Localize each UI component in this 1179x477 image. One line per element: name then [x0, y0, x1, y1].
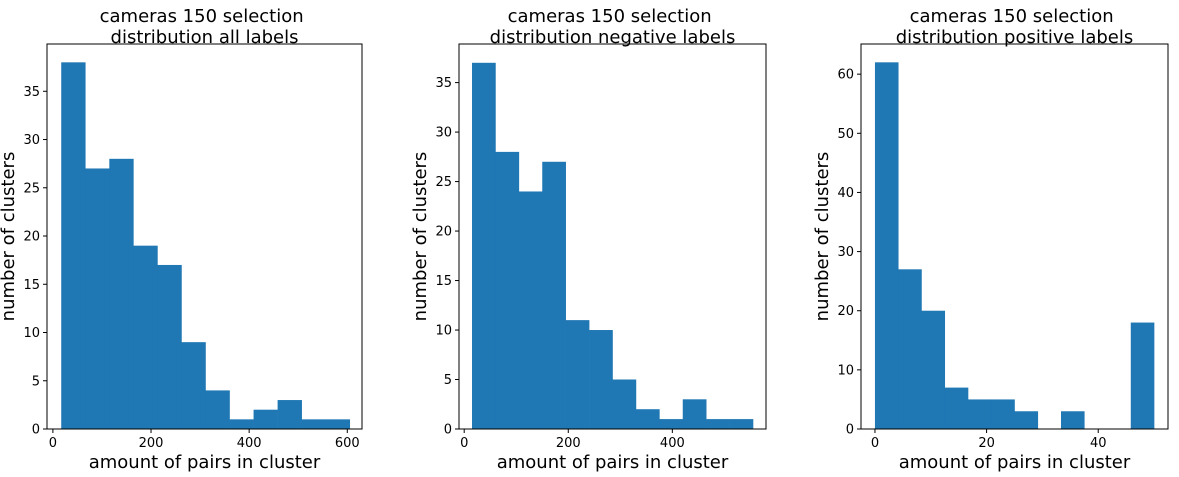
y-tick-label: 10	[837, 363, 854, 378]
x-axis-label: amount of pairs in cluster	[899, 452, 1131, 473]
x-axis-label: amount of pairs in cluster	[497, 452, 729, 473]
histogram-bar	[612, 379, 637, 429]
chart-title-line-1: cameras 150 selection	[100, 6, 304, 27]
y-tick-label: 10	[23, 326, 40, 341]
y-tick-label: 5	[32, 374, 40, 389]
y-tick-label: 35	[23, 85, 40, 100]
histogram-bar	[253, 409, 278, 429]
histogram-bar	[706, 419, 730, 429]
x-tick-label: 600	[335, 436, 360, 451]
chart-title: cameras 150 selection distribution all l…	[100, 6, 310, 48]
y-tick-label: 0	[444, 423, 452, 438]
y-tick-label: 20	[837, 304, 854, 319]
chart-title-line-1: cameras 150 selection	[508, 6, 712, 27]
histogram-bar	[157, 264, 182, 429]
chart-title-line-2: distribution positive labels	[896, 27, 1134, 48]
ticks-group: 0 20 40 0 10 20 30 40 50 60	[837, 68, 1106, 451]
histogram-bar	[659, 419, 684, 429]
plot-frame	[458, 43, 767, 430]
histogram-bar	[921, 310, 946, 429]
histogram-bar	[1014, 411, 1039, 429]
ticks-group: 0 200 400 600 0 5 10 15 20 25 30 35	[23, 85, 359, 451]
histogram-bar	[682, 399, 707, 429]
plot-frame	[860, 43, 1169, 430]
y-tick-label: 20	[435, 225, 452, 240]
chart-title: cameras 150 selection distribution negat…	[490, 6, 736, 48]
y-tick-label: 30	[837, 245, 854, 260]
y-tick-label: 15	[23, 278, 40, 293]
histogram-bar	[1061, 411, 1085, 429]
histogram-bar	[589, 330, 613, 429]
histogram-bar	[542, 161, 566, 429]
x-tick-label: 400	[660, 436, 685, 451]
histogram-bar	[301, 419, 326, 429]
histogram-bar	[109, 158, 134, 429]
x-tick-label: 0	[49, 436, 57, 451]
y-tick-label: 40	[837, 186, 854, 201]
chart-title-line-2: distribution all labels	[111, 27, 299, 48]
histogram-bar	[61, 62, 86, 429]
histogram-bar	[565, 320, 590, 429]
histogram-bar	[968, 399, 992, 429]
y-tick-label: 60	[837, 68, 854, 83]
chart-title-line-2: distribution negative labels	[490, 27, 736, 48]
y-tick-label: 5	[444, 373, 452, 388]
histogram-bar	[991, 399, 1015, 429]
histogram-bar	[729, 419, 754, 429]
y-tick-label: 0	[32, 423, 40, 438]
x-tick-label: 40	[1090, 436, 1107, 451]
y-tick-label: 15	[435, 274, 452, 289]
x-tick-label: 0	[460, 436, 468, 451]
histogram-bar	[1130, 322, 1155, 429]
y-tick-label: 20	[23, 230, 40, 245]
chart-panel-negative-labels: 0 200 400 0 5 10 15 20 25 30 35 cameras 150 select…	[410, 6, 767, 473]
x-axis-label: amount of pairs in cluster	[89, 452, 321, 473]
y-tick-label: 30	[435, 126, 452, 141]
y-axis-label: number of clusters	[812, 152, 833, 322]
histogram-bar	[229, 419, 254, 429]
y-tick-label: 50	[837, 127, 854, 142]
chart-panel-positive-labels: 0 20 40 0 10 20 30 40 50 60 cameras 150 selection…	[812, 6, 1169, 473]
histogram-bar	[472, 62, 496, 430]
bars-group	[61, 62, 351, 429]
bars-group	[874, 62, 1155, 429]
histogram-bar	[277, 400, 302, 429]
y-tick-label: 0	[846, 423, 854, 438]
histogram-bar	[518, 191, 543, 429]
chart-title-line-1: cameras 150 selection	[910, 6, 1114, 27]
chart-title: cameras 150 selection distribution posit…	[896, 6, 1134, 48]
histogram-bar	[133, 245, 158, 429]
histogram-bar	[495, 151, 520, 429]
histogram-bar	[325, 419, 351, 429]
x-tick-label: 400	[237, 436, 262, 451]
y-tick-label: 35	[435, 76, 452, 91]
y-tick-label: 25	[23, 181, 40, 196]
x-tick-label: 20	[978, 436, 995, 451]
y-axis-label: number of clusters	[410, 152, 431, 322]
y-tick-label: 30	[23, 133, 40, 148]
histogram-bar	[635, 409, 660, 429]
histogram-bar	[944, 387, 969, 429]
y-tick-label: 25	[435, 175, 452, 190]
histogram-bar	[898, 269, 922, 429]
y-axis-label: number of clusters	[0, 152, 19, 322]
x-tick-label: 0	[871, 436, 879, 451]
x-tick-label: 200	[139, 436, 164, 451]
histogram-bar	[205, 390, 230, 429]
histogram-bar	[874, 62, 899, 429]
ticks-group: 0 200 400 0 5 10 15 20 25 30 35	[435, 76, 684, 451]
plot-frame	[46, 43, 363, 430]
x-tick-label: 200	[556, 436, 581, 451]
y-tick-label: 10	[435, 324, 452, 339]
histogram-bar	[85, 168, 110, 429]
chart-panel-all-labels: 0 200 400 600 0 5 10 15 20 25 30 35 cameras 150 sel…	[0, 6, 363, 473]
bars-group	[472, 62, 754, 430]
histogram-bar	[181, 342, 206, 429]
